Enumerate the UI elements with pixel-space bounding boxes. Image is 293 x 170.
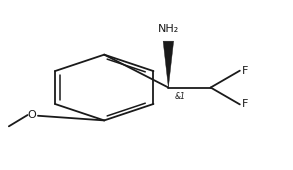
Text: NH₂: NH₂ (158, 24, 179, 33)
Text: &1: &1 (175, 92, 186, 101)
Text: F: F (242, 99, 248, 109)
Polygon shape (163, 41, 174, 88)
Text: F: F (242, 66, 248, 76)
Text: O: O (28, 110, 37, 120)
